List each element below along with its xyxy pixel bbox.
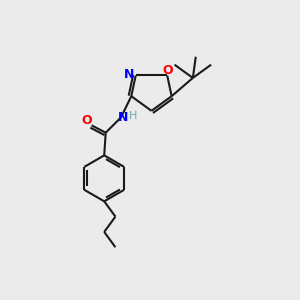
Text: H: H <box>129 111 138 121</box>
Text: O: O <box>82 114 92 127</box>
Text: N: N <box>124 68 134 81</box>
Text: N: N <box>118 111 128 124</box>
Text: O: O <box>163 64 173 77</box>
